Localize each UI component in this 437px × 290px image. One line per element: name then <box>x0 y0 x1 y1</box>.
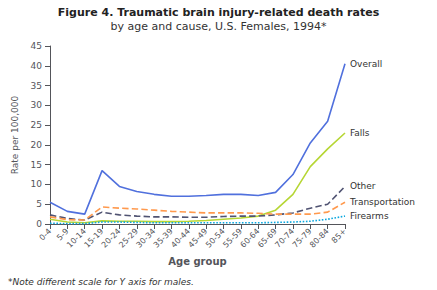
svg-text:10-14: 10-14 <box>65 226 88 250</box>
svg-text:30-34: 30-34 <box>134 226 158 250</box>
svg-text:45: 45 <box>31 41 42 51</box>
svg-text:60-64: 60-64 <box>238 226 262 250</box>
svg-text:Figure 4. Traumatic brain inju: Figure 4. Traumatic brain injury-related… <box>58 6 380 19</box>
svg-text:45-49: 45-49 <box>186 226 210 250</box>
svg-text:20: 20 <box>31 140 43 150</box>
svg-text:55-59: 55-59 <box>221 226 245 250</box>
svg-text:35: 35 <box>31 81 42 91</box>
svg-text:30: 30 <box>31 100 43 110</box>
svg-text:0: 0 <box>36 219 42 229</box>
svg-text:65-69: 65-69 <box>256 226 279 250</box>
svg-text:25: 25 <box>31 120 42 130</box>
svg-text:40: 40 <box>31 61 43 71</box>
svg-text:Overall: Overall <box>350 59 382 69</box>
svg-text:by age and cause, U.S. Females: by age and cause, U.S. Females, 1994* <box>111 20 327 33</box>
svg-text:5: 5 <box>36 199 42 209</box>
svg-text:25-29: 25-29 <box>117 226 140 250</box>
svg-text:20-24: 20-24 <box>99 226 123 250</box>
svg-text:80-84: 80-84 <box>308 227 331 250</box>
svg-text:75-79: 75-79 <box>290 226 314 250</box>
svg-text:35-39: 35-39 <box>151 226 175 250</box>
svg-text:Firearms: Firearms <box>350 211 389 221</box>
svg-text:85+: 85+ <box>330 227 348 245</box>
svg-text:70-74: 70-74 <box>273 226 297 250</box>
svg-text:Transportation: Transportation <box>349 197 415 207</box>
svg-text:Other: Other <box>350 181 376 191</box>
svg-text:50-54: 50-54 <box>203 226 227 250</box>
svg-text:5-9: 5-9 <box>54 226 71 243</box>
svg-text:0-4: 0-4 <box>38 227 54 243</box>
svg-text:10: 10 <box>31 179 43 189</box>
svg-text:Rate per 100,000: Rate per 100,000 <box>10 95 20 174</box>
svg-text:Age group: Age group <box>168 256 226 267</box>
svg-text:15: 15 <box>31 160 42 170</box>
svg-text:Falls: Falls <box>350 128 370 138</box>
svg-text:*Note different scale for Y ax: *Note different scale for Y axis for mal… <box>8 277 194 287</box>
svg-text:40-44: 40-44 <box>169 226 192 250</box>
svg-text:15-19: 15-19 <box>82 226 106 250</box>
